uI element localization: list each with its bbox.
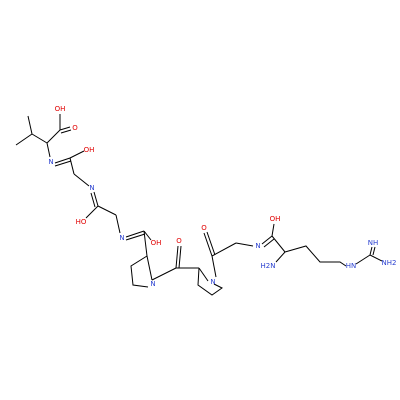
atom-label: HO — [76, 218, 87, 226]
atom-label: O — [72, 124, 78, 132]
atom-labels: OH O N OH N HO N OH N O N O N OH H2N HN … — [48, 105, 396, 288]
bonds — [15, 114, 383, 296]
atom-label: OH — [270, 215, 281, 223]
atom-label: N — [48, 158, 53, 166]
atom-label: N — [150, 280, 155, 288]
atom-label: HN — [346, 262, 357, 270]
atom-label: N — [210, 278, 215, 286]
atom-label: H2N — [261, 262, 276, 270]
atom-label: NH2 — [382, 259, 397, 267]
atom-label: OH — [55, 105, 66, 113]
atom-label: N — [89, 184, 94, 192]
atom-label: O — [176, 237, 182, 245]
atom-label: NH — [368, 239, 379, 247]
atom-label: N — [255, 242, 260, 250]
atom-label: OH — [84, 146, 95, 154]
atom-label: N — [119, 234, 124, 242]
atom-label: OH — [151, 239, 162, 247]
atom-label: O — [201, 224, 207, 232]
